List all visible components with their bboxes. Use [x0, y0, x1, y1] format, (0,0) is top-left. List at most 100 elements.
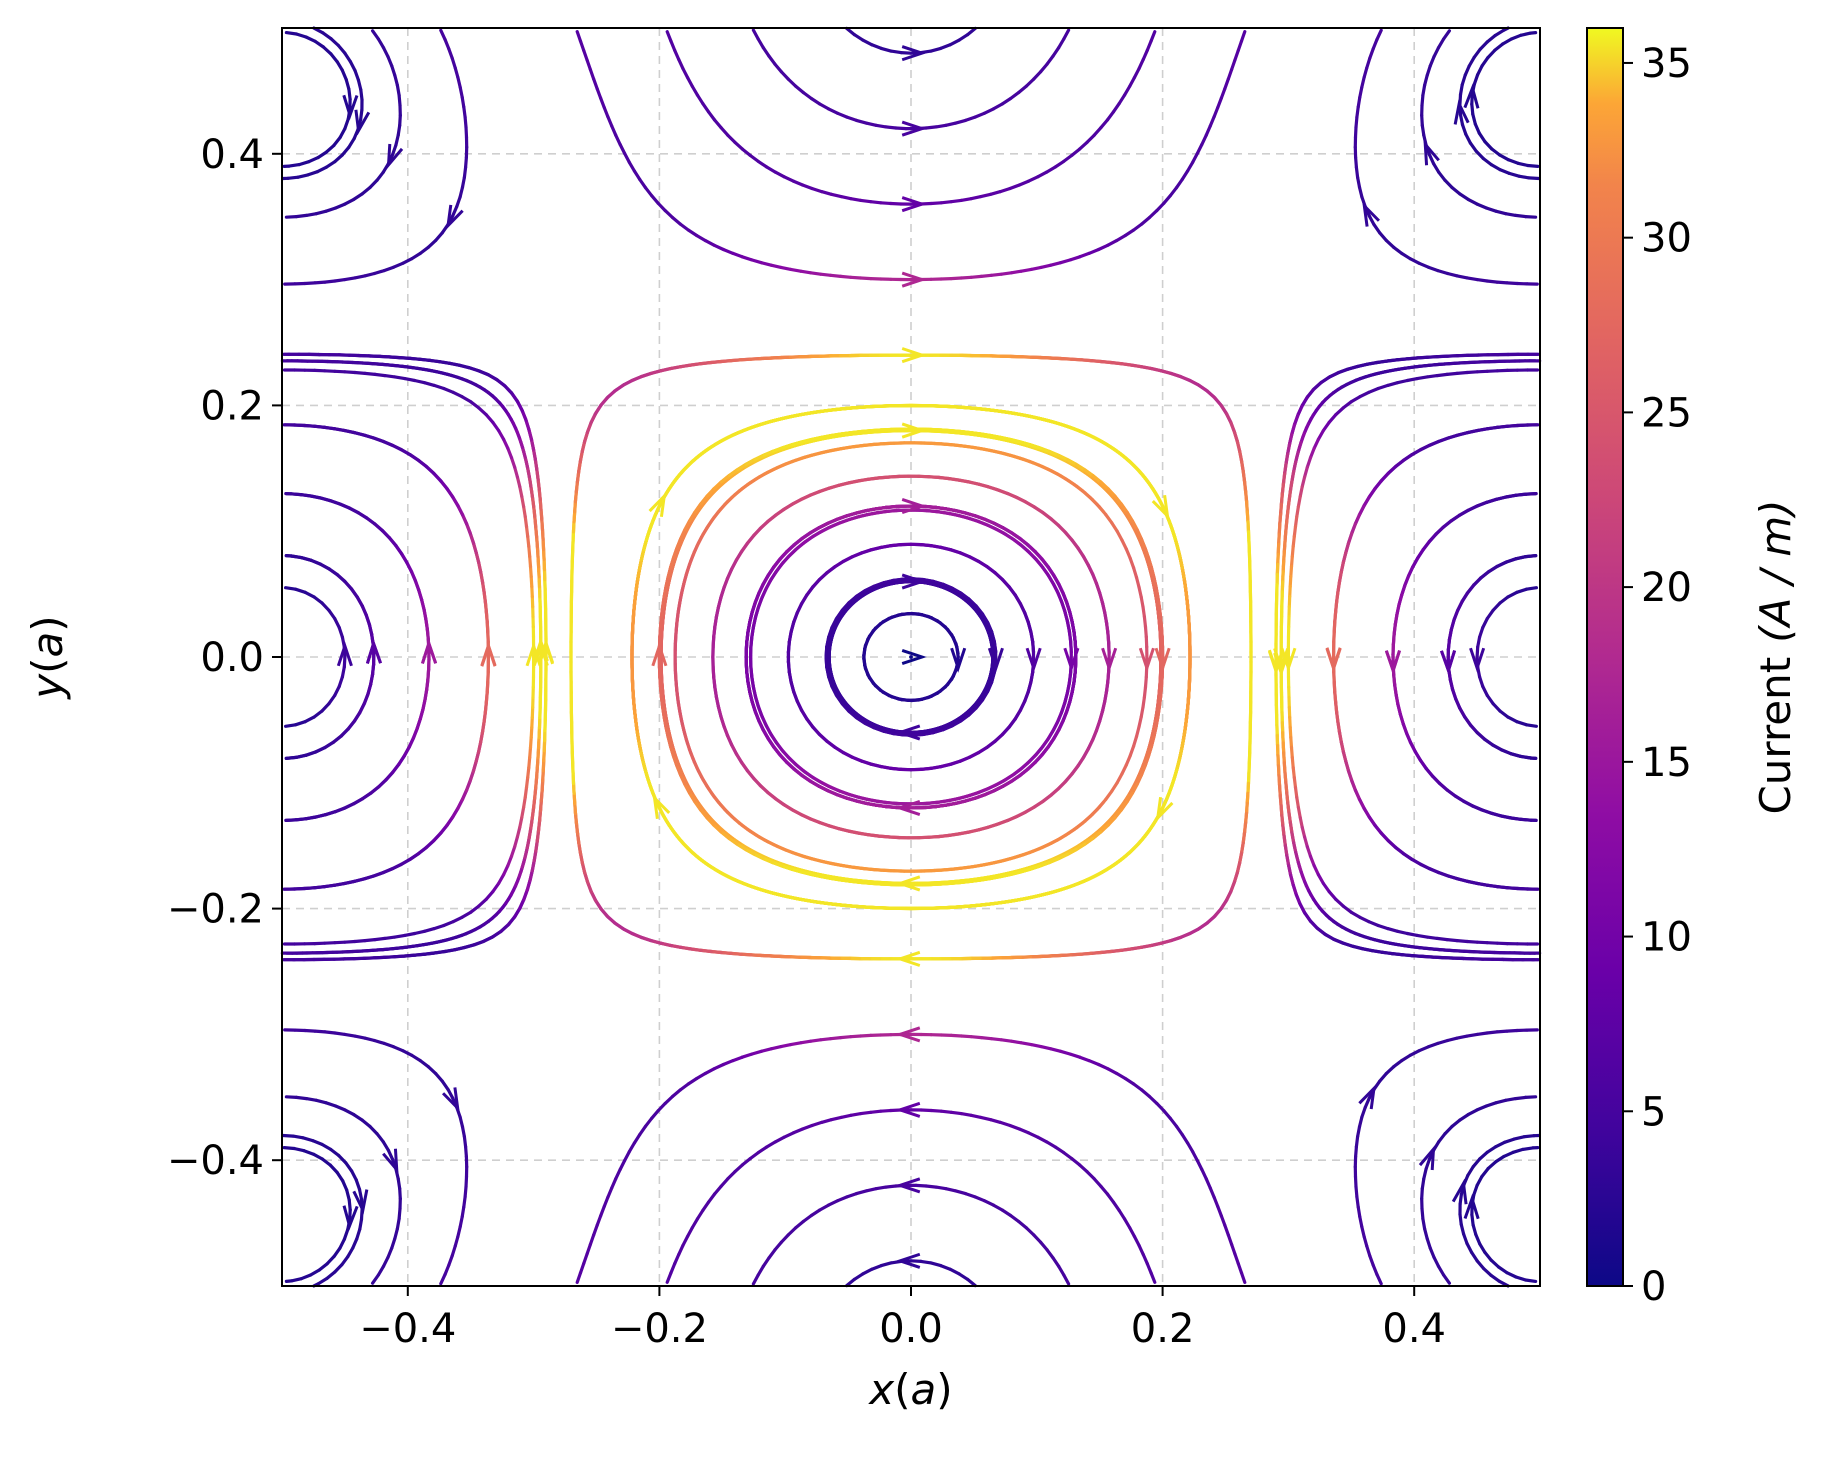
streamline-segment — [1072, 483, 1084, 493]
streamline-segment — [939, 1109, 953, 1114]
streamline-segment — [757, 953, 771, 958]
streamline-segment — [992, 521, 1005, 530]
streamline-segment — [1457, 508, 1470, 518]
streamline-segment — [1353, 1145, 1359, 1159]
streamline-segment — [1055, 472, 1068, 481]
streamline-segment — [293, 423, 307, 428]
streamline-segment — [1034, 744, 1045, 756]
streamline-segment — [896, 611, 911, 617]
streamline-segment — [993, 571, 1005, 582]
streamline-segment — [849, 1111, 863, 1117]
streamline-segment — [935, 723, 949, 731]
streamline-segment — [340, 1255, 350, 1267]
streamline-segment — [1081, 747, 1090, 760]
streamline-segment — [909, 1259, 923, 1264]
streamline-segment — [678, 1082, 690, 1092]
streamline-segment — [384, 770, 395, 782]
streamline-segment — [1460, 591, 1470, 604]
streamline-segment — [325, 1270, 337, 1281]
streamline-segment — [835, 694, 845, 706]
streamline-segment — [833, 559, 845, 569]
streamline-segment — [746, 477, 758, 487]
streamline-segment — [825, 665, 831, 680]
streamline-segment — [855, 716, 868, 726]
streamline-segment — [760, 715, 769, 728]
streamline-segment — [867, 476, 881, 481]
streamline-segment — [390, 862, 403, 871]
streamline-segment — [805, 717, 815, 729]
streamline-segment — [1208, 1186, 1216, 1199]
streamline-segment — [303, 1028, 317, 1033]
streamline-segment — [1191, 1150, 1200, 1163]
streamline-segment — [758, 783, 770, 794]
streamline-segment — [828, 635, 834, 649]
streamline-segment — [632, 1132, 642, 1145]
streamline-segment — [1392, 1058, 1404, 1069]
streamline-segment — [425, 627, 430, 642]
streamline-segment — [289, 1277, 303, 1283]
streamline-segment — [1139, 705, 1145, 719]
streamline-segment — [471, 760, 478, 774]
streamline-segment — [711, 634, 716, 648]
streamline-segment — [1057, 719, 1065, 732]
streamline-segment — [859, 1033, 873, 1038]
streamline-segment — [983, 789, 996, 797]
streamline-segment — [887, 801, 901, 806]
streamline-segment — [1052, 718, 1060, 732]
streamline-segment — [839, 1113, 853, 1120]
streamline-segment — [937, 798, 951, 804]
streamline-segment — [761, 1256, 771, 1268]
streamline-segment — [949, 759, 963, 766]
streamline-34 — [1446, 553, 1538, 761]
streamline-segment — [1445, 788, 1458, 798]
streamline-segment — [800, 493, 813, 501]
streamline-segment — [959, 712, 971, 723]
streamline-segment — [766, 565, 776, 577]
streamline-segment — [342, 802, 356, 810]
streamline-segment — [682, 731, 690, 745]
streamline-segment — [1026, 549, 1037, 560]
streamline-segment — [1008, 1213, 1021, 1224]
streamline-segment — [1391, 632, 1396, 647]
streamline-segment — [714, 604, 721, 618]
streamline-segment — [719, 585, 726, 599]
streamline-segment — [730, 558, 739, 571]
streamline-segment — [857, 477, 871, 483]
streamline-segment — [692, 760, 701, 773]
streamline-segment — [397, 754, 406, 767]
streamline-segment — [1477, 625, 1485, 639]
streamline-segment — [788, 757, 799, 768]
streamline-segment — [1406, 565, 1415, 578]
streamline-segment — [678, 712, 684, 726]
streamline-segment — [818, 1037, 833, 1042]
streamline-segment — [447, 1254, 454, 1267]
streamline-segment — [1498, 709, 1510, 719]
streamline-segment — [846, 829, 860, 835]
streamline-segment — [1373, 479, 1383, 491]
streamline-segment — [829, 1115, 843, 1122]
streamline-segment — [1336, 720, 1342, 735]
streamline-segment — [622, 1150, 631, 1163]
streamline-segment — [1498, 595, 1510, 605]
streamline-segment — [989, 629, 996, 643]
streamline-segment — [691, 544, 699, 557]
streamline-segment — [939, 545, 953, 552]
streamline-segment — [832, 862, 846, 868]
streamline-segment — [1055, 589, 1063, 603]
streamline-segment — [481, 580, 486, 594]
streamline-segment — [912, 732, 926, 737]
streamline-segment — [839, 1035, 853, 1040]
streamline-segment — [924, 804, 938, 810]
streamline-segment — [805, 585, 815, 597]
streamline-segment — [869, 1109, 883, 1114]
streamline-segment — [790, 807, 803, 817]
streamline-segment — [1104, 789, 1114, 802]
streamline-segment — [825, 565, 837, 575]
streamline-segment — [1092, 1177, 1103, 1188]
streamline-segment — [867, 676, 878, 688]
streamline-segment — [1421, 1217, 1427, 1231]
streamline-segment — [809, 489, 823, 497]
streamline-segment — [311, 1138, 324, 1147]
streamline-segment — [345, 1188, 351, 1202]
